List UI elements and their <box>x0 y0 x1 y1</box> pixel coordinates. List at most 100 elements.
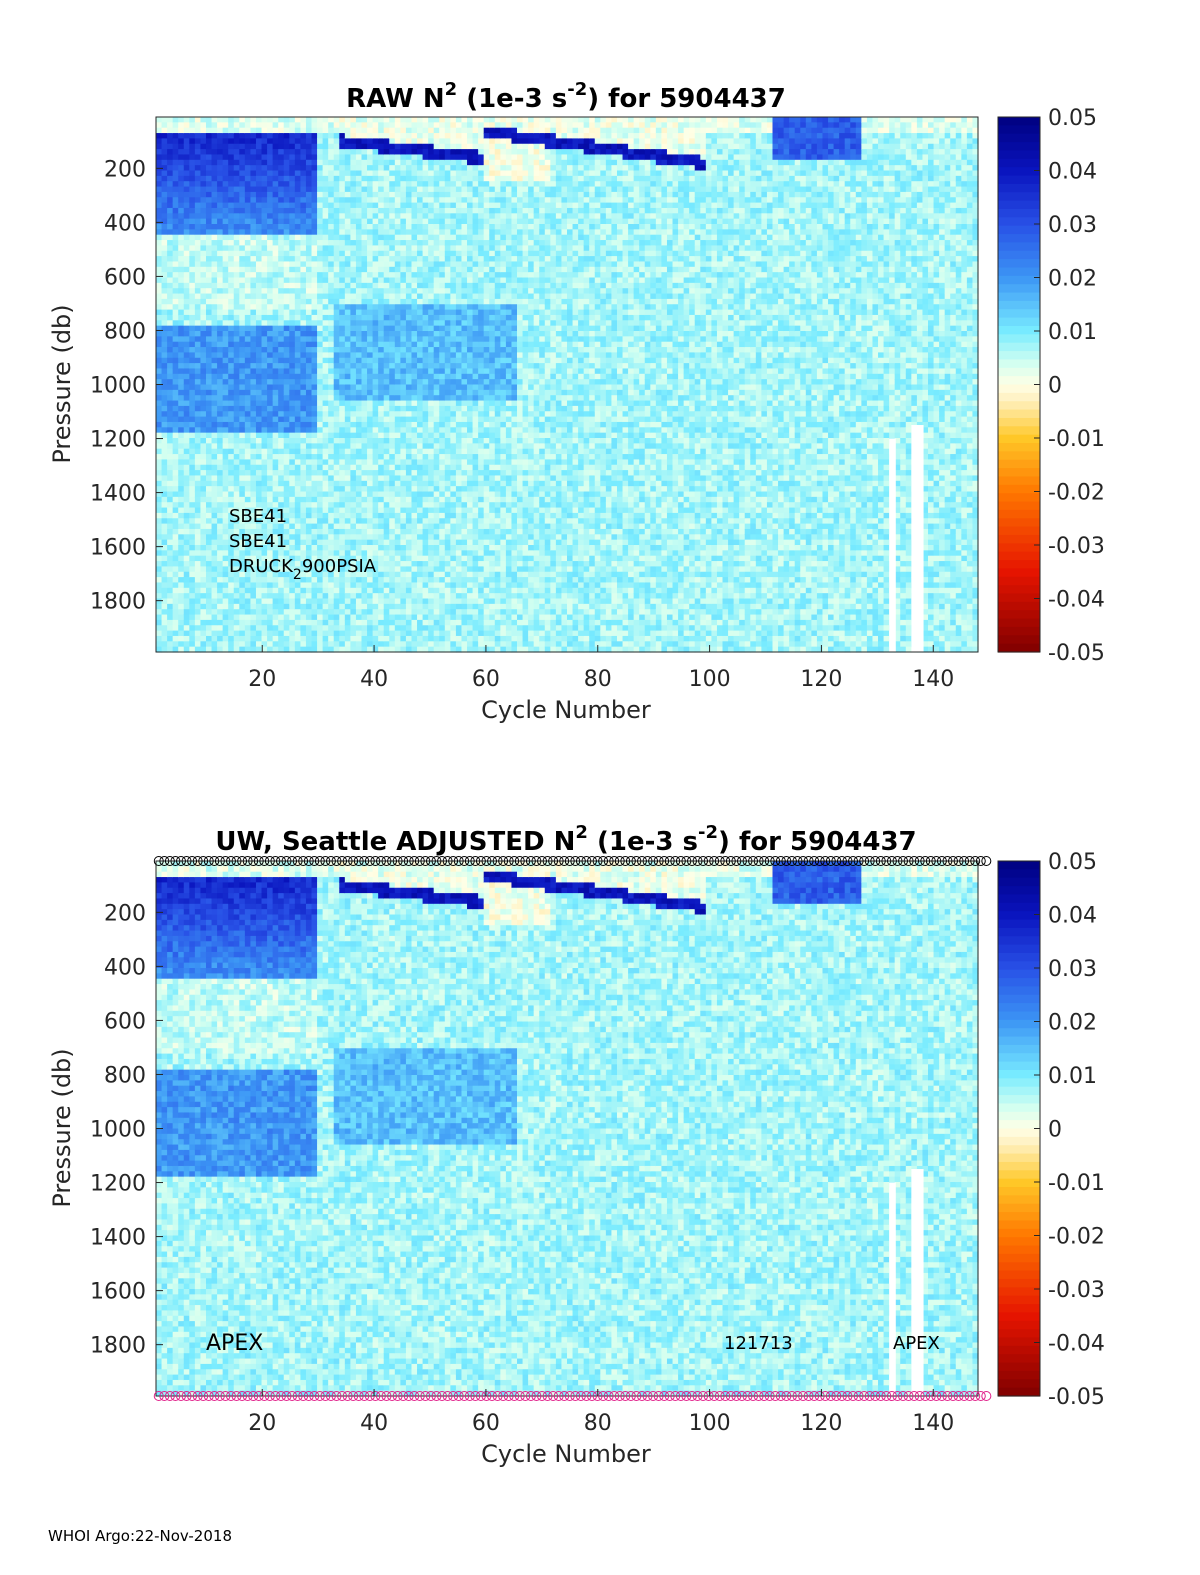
heatmap-cell <box>173 336 179 342</box>
heatmap-cell <box>162 588 168 594</box>
heatmap-cell <box>200 240 206 246</box>
heatmap-cell <box>162 261 168 267</box>
heatmap-cell <box>217 545 223 551</box>
heatmap-cell <box>212 272 218 278</box>
heatmap-cell <box>223 251 229 257</box>
heatmap-cell <box>200 459 206 465</box>
heatmap-cell <box>178 497 184 503</box>
heatmap-cell <box>167 438 173 444</box>
heatmap-cell <box>189 550 195 556</box>
heatmap-cell <box>206 422 212 428</box>
heatmap-cell <box>184 545 190 551</box>
heatmap-cell <box>206 347 212 353</box>
heatmap-cell <box>217 219 223 225</box>
heatmap-cell <box>217 197 223 203</box>
heatmap-cell <box>173 310 179 316</box>
heatmap-cell <box>184 406 190 412</box>
heatmap-cell <box>156 540 162 546</box>
heatmap-cell <box>189 138 195 144</box>
heatmap-cell <box>212 358 218 364</box>
heatmap-cell <box>206 492 212 498</box>
heatmap-cell <box>173 224 179 230</box>
heatmap-cell <box>195 283 201 289</box>
heatmap-cell <box>212 133 218 139</box>
heatmap-cell <box>223 224 229 230</box>
heatmap-cell <box>212 465 218 471</box>
heatmap-cell <box>156 331 162 337</box>
heatmap-cell <box>195 347 201 353</box>
heatmap-cell <box>162 406 168 412</box>
heatmap-cell <box>178 171 184 177</box>
heatmap-cell <box>167 524 173 530</box>
heatmap-cell <box>189 144 195 150</box>
heatmap-cell <box>189 160 195 166</box>
heatmap-cell <box>156 149 162 155</box>
heatmap-cell <box>173 502 179 508</box>
heatmap-cell <box>217 411 223 417</box>
heatmap-cell <box>173 149 179 155</box>
heatmap-cell <box>156 385 162 391</box>
heatmap-cell <box>173 213 179 219</box>
heatmap-cell <box>212 502 218 508</box>
heatmap-cell <box>200 272 206 278</box>
heatmap-cell <box>217 144 223 150</box>
heatmap-cell <box>200 192 206 198</box>
heatmap-cell <box>167 165 173 171</box>
heatmap-cell <box>156 278 162 284</box>
heatmap-cell <box>162 417 168 423</box>
heatmap-cell <box>156 320 162 326</box>
heatmap-cell <box>178 529 184 535</box>
heatmap-cell <box>162 315 168 321</box>
heatmap-cell <box>195 294 201 300</box>
heatmap-cell <box>195 138 201 144</box>
heatmap-cell <box>217 315 223 321</box>
heatmap-cell <box>206 513 212 519</box>
heatmap-cell <box>184 347 190 353</box>
heatmap-cell <box>167 641 173 647</box>
heatmap-cell <box>217 310 223 316</box>
heatmap-cell <box>212 368 218 374</box>
heatmap-cell <box>184 358 190 364</box>
heatmap-cell <box>156 422 162 428</box>
heatmap-cell <box>206 176 212 182</box>
heatmap-cell <box>173 395 179 401</box>
heatmap-cell <box>195 582 201 588</box>
heatmap-cell <box>167 465 173 471</box>
heatmap-cell <box>184 283 190 289</box>
heatmap-cell <box>217 529 223 535</box>
heatmap-cell <box>217 492 223 498</box>
heatmap-cell <box>167 401 173 407</box>
heatmap-cell <box>167 631 173 637</box>
heatmap-cell <box>223 256 229 262</box>
heatmap-cell <box>200 278 206 284</box>
heatmap-cell <box>200 411 206 417</box>
heatmap-cell <box>178 566 184 572</box>
heatmap-cell <box>189 331 195 337</box>
heatmap-cell <box>206 272 212 278</box>
heatmap-cell <box>167 187 173 193</box>
heatmap-cell <box>206 449 212 455</box>
heatmap-cell <box>156 144 162 150</box>
heatmap-cell <box>178 620 184 626</box>
heatmap-cell <box>195 336 201 342</box>
heatmap-cell <box>167 518 173 524</box>
heatmap-cell <box>195 288 201 294</box>
heatmap-cell <box>156 561 162 567</box>
heatmap-cell <box>178 406 184 412</box>
heatmap-cell <box>173 417 179 423</box>
heatmap-cell <box>167 449 173 455</box>
heatmap-cell <box>200 577 206 583</box>
heatmap-cell <box>195 267 201 273</box>
heatmap-cell <box>184 481 190 487</box>
heatmap-cell <box>206 171 212 177</box>
heatmap-cell <box>173 459 179 465</box>
heatmap-cell <box>178 401 184 407</box>
heatmap-cell <box>212 320 218 326</box>
heatmap-cell <box>178 331 184 337</box>
heatmap-cell <box>200 235 206 241</box>
heatmap-cell <box>162 219 168 225</box>
heatmap-cell <box>173 138 179 144</box>
heatmap-cell <box>200 117 206 123</box>
heatmap-cell <box>167 625 173 631</box>
heatmap-cell <box>189 475 195 481</box>
